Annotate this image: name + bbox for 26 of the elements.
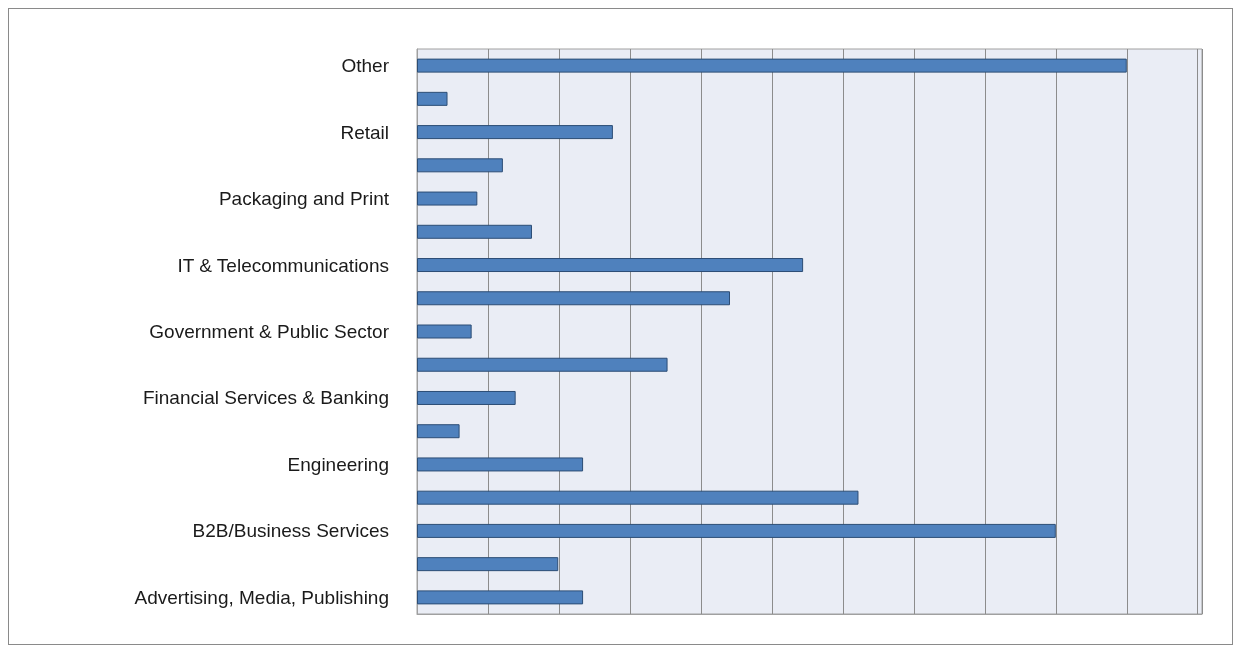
bar bbox=[417, 258, 804, 273]
y-tick-label: Financial Services & Banking bbox=[142, 387, 389, 409]
y-tick-label: B2B/Business Services bbox=[192, 520, 389, 542]
y-tick-label: Engineering bbox=[287, 453, 389, 475]
bar bbox=[417, 91, 448, 106]
bar bbox=[417, 523, 1056, 538]
bar bbox=[417, 291, 731, 306]
y-tick-label: Government & Public Sector bbox=[149, 321, 390, 342]
y-tick-label: Other bbox=[341, 55, 390, 77]
bar bbox=[417, 357, 668, 372]
bar bbox=[417, 191, 478, 206]
bar bbox=[417, 424, 460, 439]
y-tick-label: Advertising, Media, Publishing bbox=[134, 586, 389, 608]
bar bbox=[417, 58, 1127, 73]
bar bbox=[417, 390, 516, 405]
bar bbox=[417, 224, 532, 239]
y-tick-label: IT & Telecommunications bbox=[177, 254, 389, 276]
bar bbox=[417, 490, 859, 505]
bar bbox=[417, 590, 584, 605]
bar bbox=[417, 125, 613, 140]
bar bbox=[417, 158, 503, 173]
y-tick-label: Packaging and Print bbox=[218, 188, 390, 210]
y-tick-label: Retail bbox=[340, 121, 389, 143]
bar bbox=[417, 457, 584, 472]
bar bbox=[417, 557, 559, 572]
bar bbox=[417, 324, 472, 339]
